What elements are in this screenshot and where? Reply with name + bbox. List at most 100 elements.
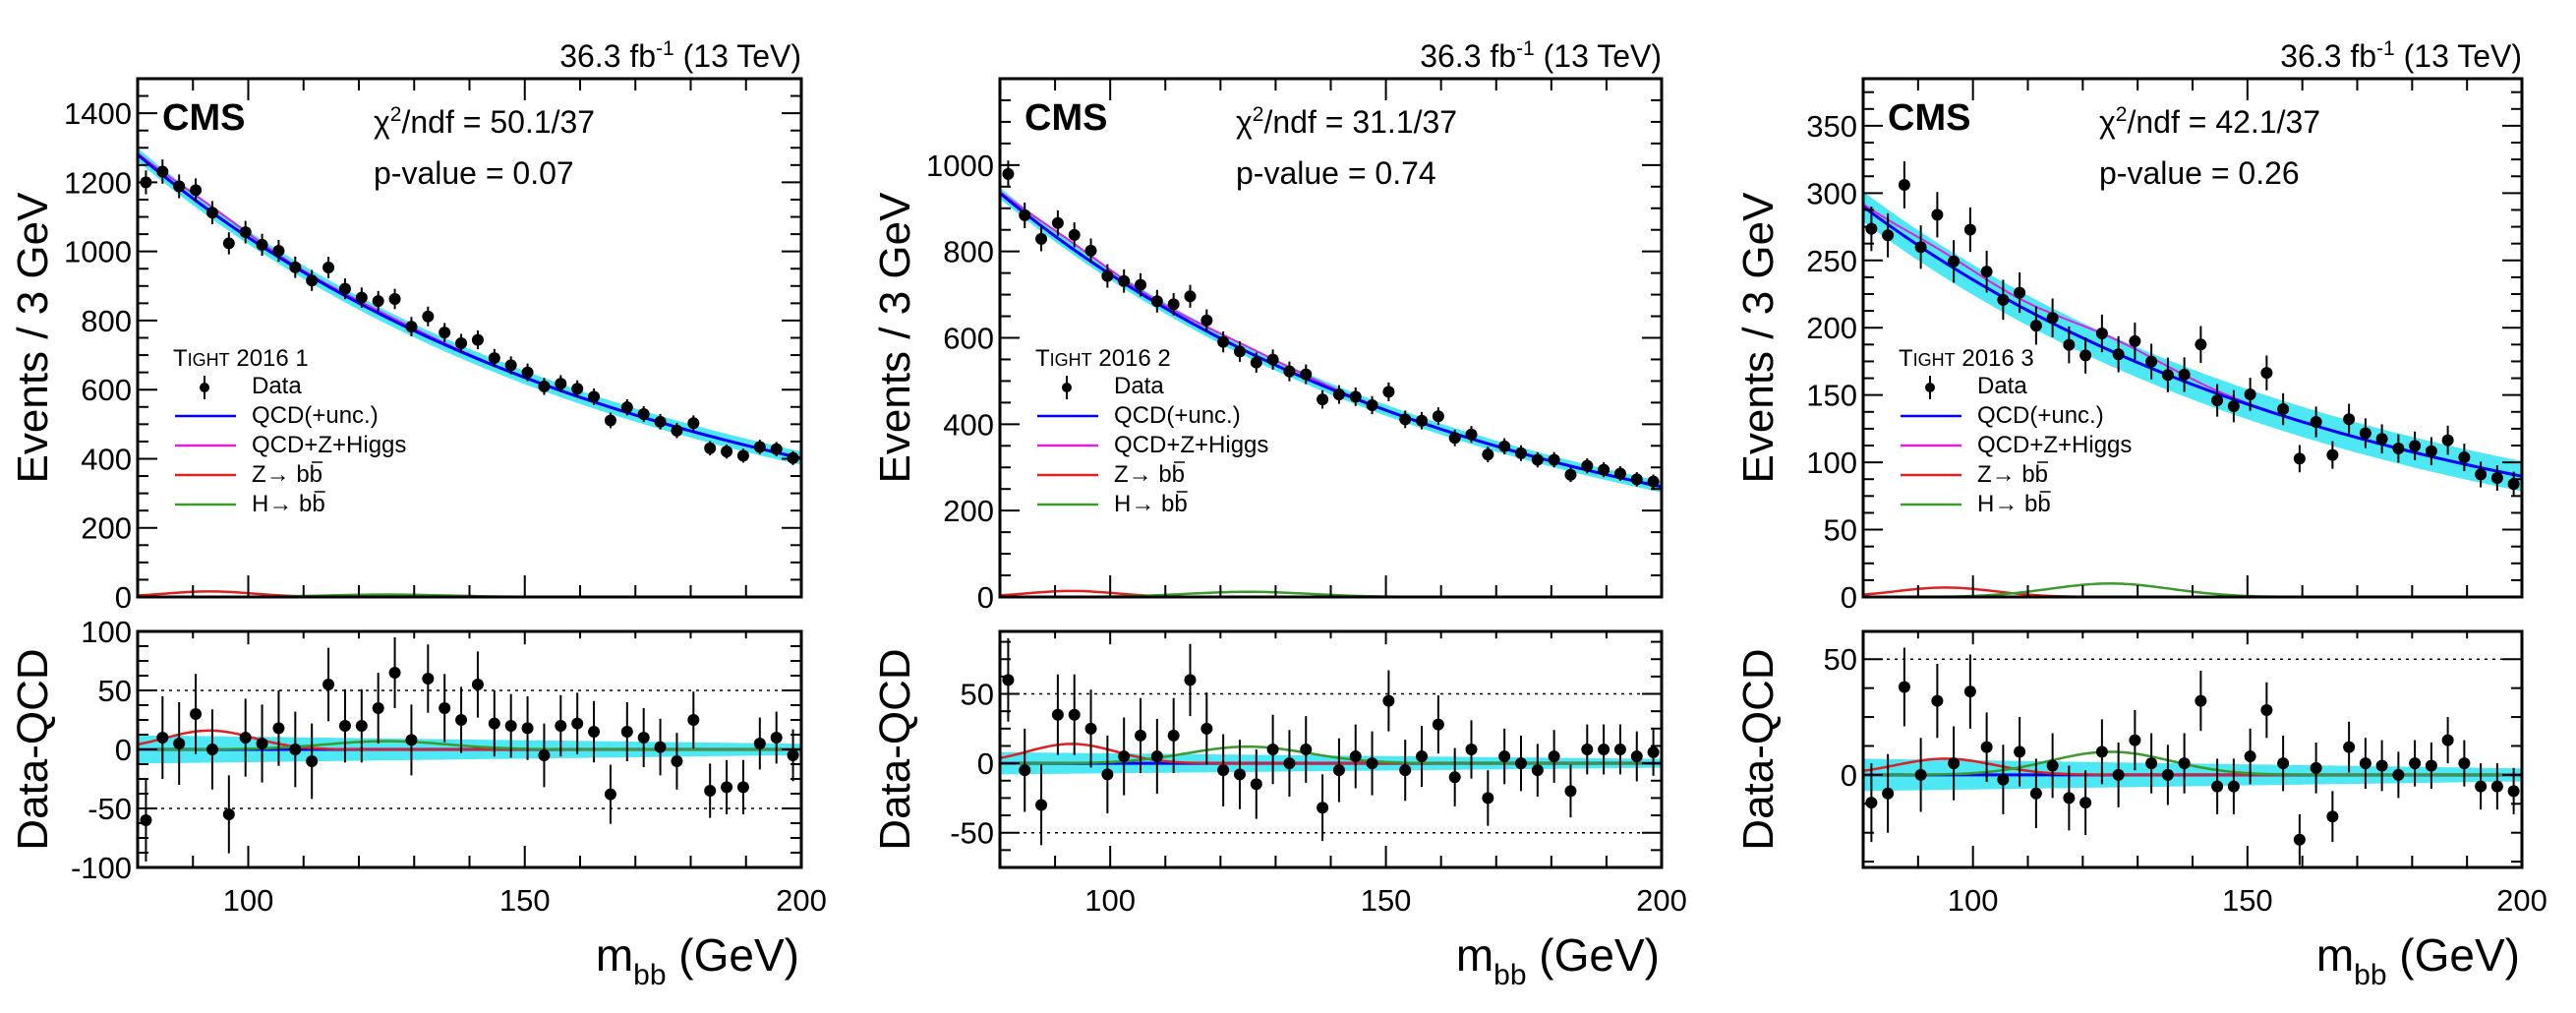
legend-label-data: Data bbox=[252, 373, 302, 399]
ratio-point bbox=[422, 673, 435, 685]
data-point bbox=[2375, 433, 2388, 446]
ratio-point bbox=[1399, 764, 1412, 777]
ratio-point bbox=[2079, 797, 2092, 809]
y-tick-label: 300 bbox=[1806, 176, 1857, 210]
ratio-point bbox=[1084, 722, 1097, 735]
ratio-point bbox=[1980, 741, 1993, 753]
data-point bbox=[1399, 413, 1412, 426]
ratio-point bbox=[272, 722, 285, 735]
ratio-point bbox=[2490, 780, 2503, 793]
data-point bbox=[1051, 216, 1064, 229]
cms-label: CMS bbox=[1025, 97, 1107, 139]
data-point bbox=[1135, 278, 1147, 291]
ratio-point bbox=[2293, 833, 2306, 846]
ratio-y-tick-label: 0 bbox=[1841, 758, 1857, 793]
ratio-point bbox=[1366, 757, 1378, 770]
ratio-point bbox=[289, 744, 302, 755]
y-axis-label: Events / 3 GeV bbox=[1734, 192, 1783, 484]
legend-label-data: Data bbox=[1114, 373, 1164, 399]
x-axis-label: mbb (GeV) bbox=[2316, 929, 2520, 991]
data-point bbox=[205, 207, 218, 219]
x-tick-label: 150 bbox=[499, 883, 551, 918]
data-point bbox=[736, 449, 749, 462]
data-point bbox=[1349, 390, 1362, 403]
ratio-point bbox=[1630, 750, 1643, 763]
data-point bbox=[239, 226, 252, 239]
data-point bbox=[471, 333, 484, 346]
ratio-point bbox=[1613, 744, 1626, 755]
ratio-h-curve bbox=[1863, 750, 2522, 777]
ratio-point bbox=[521, 722, 534, 735]
data-point bbox=[322, 262, 335, 274]
ratio-point bbox=[1184, 674, 1197, 686]
data-point bbox=[1332, 388, 1345, 401]
ratio-pad-frame bbox=[998, 629, 1664, 869]
legend-label-total: QCD+Z+Higgs bbox=[252, 432, 406, 458]
ratio-y-tick-label: -50 bbox=[950, 816, 994, 851]
data-point bbox=[338, 282, 351, 295]
y-tick-label: 1000 bbox=[926, 149, 994, 183]
y-tick-label: 0 bbox=[115, 580, 132, 615]
ratio-point bbox=[2475, 780, 2488, 793]
ratio-point bbox=[2145, 757, 2158, 770]
y-tick-label: 100 bbox=[1806, 446, 1857, 480]
ratio-point bbox=[2063, 792, 2076, 804]
legend-label-z: Z→ bb bbox=[252, 461, 322, 488]
lumi-label: 36.3 fb-1 (13 TeV) bbox=[1420, 37, 1662, 74]
ratio-pad-frame bbox=[1861, 629, 2524, 869]
data-point bbox=[2095, 328, 2108, 340]
x-tick-label: 100 bbox=[1084, 883, 1136, 918]
ratio-point bbox=[2458, 757, 2471, 770]
data-point bbox=[721, 446, 733, 458]
qcd-uncertainty-band bbox=[1000, 187, 1662, 493]
data-point bbox=[1997, 293, 2010, 306]
data-point bbox=[1200, 314, 1213, 327]
ratio-point bbox=[604, 788, 616, 801]
y-tick-label: 50 bbox=[1824, 513, 1857, 548]
data-point bbox=[1317, 393, 1329, 406]
data-point bbox=[2014, 286, 2026, 299]
lumi-label: 36.3 fb-1 (13 TeV) bbox=[2280, 37, 2522, 74]
data-point bbox=[637, 408, 650, 421]
data-point bbox=[2310, 416, 2322, 429]
data-point bbox=[422, 310, 435, 323]
ratio-point bbox=[1250, 778, 1262, 791]
legend-label-h: H→ bb bbox=[1114, 491, 1188, 517]
data-point bbox=[1217, 335, 1230, 348]
ratio-point bbox=[1300, 744, 1313, 755]
data-point bbox=[2409, 440, 2422, 452]
data-point bbox=[289, 261, 302, 273]
ratio-point bbox=[1448, 771, 1461, 784]
ratio-point bbox=[721, 781, 733, 794]
ratio-point bbox=[1019, 764, 1031, 777]
panel-2: 36.3 fb-1 (13 TeV)02004006008001000Event… bbox=[871, 37, 1687, 991]
data-point bbox=[1498, 440, 1511, 452]
data-point bbox=[1581, 459, 1594, 472]
ratio-point bbox=[338, 720, 351, 732]
data-point bbox=[654, 415, 667, 428]
y-tick-label: 0 bbox=[977, 580, 994, 615]
main-pad-curves bbox=[138, 148, 801, 597]
data-point bbox=[521, 366, 534, 379]
legend-label-total: QCD+Z+Higgs bbox=[1114, 432, 1268, 458]
main-pad-curves bbox=[1000, 187, 1662, 597]
data-point bbox=[1416, 414, 1429, 427]
x-tick-label: 150 bbox=[2222, 883, 2273, 918]
ratio-point bbox=[372, 702, 384, 714]
x-tick-label: 200 bbox=[2496, 883, 2547, 918]
legend-label-qcd: QCD(+unc.) bbox=[252, 402, 379, 429]
chi2-label: χ2/ndf = 42.1/37 bbox=[2099, 103, 2320, 140]
ratio-h-curve bbox=[138, 740, 801, 751]
ratio-point bbox=[1514, 757, 1527, 770]
y-tick-label: 1200 bbox=[64, 165, 132, 200]
data-point bbox=[405, 321, 418, 333]
ratio-point bbox=[2425, 759, 2437, 772]
ratio-point bbox=[704, 785, 717, 797]
legend-label-h: H→ bb bbox=[1977, 491, 2051, 517]
ratio-point bbox=[2260, 704, 2273, 716]
ratio-point bbox=[2129, 734, 2141, 746]
ratio-point bbox=[455, 714, 468, 726]
legend-marker-data bbox=[1062, 383, 1072, 392]
y-tick-label: 800 bbox=[81, 304, 132, 338]
ratio-pad-curves bbox=[138, 637, 801, 862]
